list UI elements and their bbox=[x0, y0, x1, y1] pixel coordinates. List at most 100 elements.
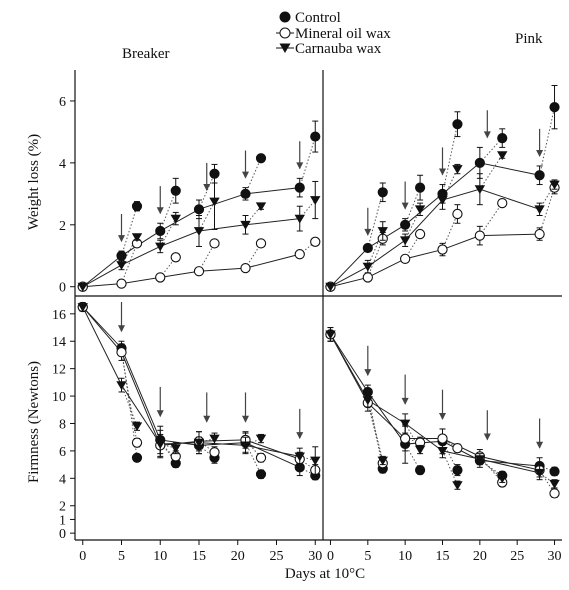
transfer-point-carnauba bbox=[414, 205, 426, 215]
transfer-point-mineral bbox=[170, 252, 181, 263]
arrow-head bbox=[118, 235, 125, 243]
transfer-line bbox=[539, 465, 555, 472]
transfer-line bbox=[159, 190, 177, 232]
transfer-point-carnauba bbox=[377, 456, 388, 466]
arrow-head bbox=[483, 433, 491, 441]
x-tick-label: 5 bbox=[118, 549, 125, 564]
transfer-point-mineral bbox=[209, 238, 220, 249]
y-axis-label-weight: Weight loss (%) bbox=[26, 134, 42, 230]
transfer-point-mineral bbox=[131, 437, 143, 448]
transfer-point-mineral bbox=[549, 488, 560, 499]
transfer-point-control bbox=[414, 464, 426, 476]
transfer-line bbox=[442, 450, 458, 486]
data-point-carnauba bbox=[362, 262, 374, 272]
arrow-head bbox=[401, 397, 409, 405]
transfer-point-control bbox=[549, 102, 560, 113]
y-tick-label: 4 bbox=[59, 472, 66, 487]
data-point-carnauba bbox=[240, 220, 251, 230]
data-point-mineral bbox=[240, 262, 251, 274]
transfer-line bbox=[245, 438, 262, 446]
arrow-head bbox=[242, 415, 249, 423]
data-point-control bbox=[116, 250, 127, 261]
transfer-point-control bbox=[452, 464, 463, 476]
y-tick-label: 6 bbox=[59, 95, 66, 110]
arrow-head bbox=[156, 410, 164, 418]
panel-weight-breaker: 0 2 4 6 bbox=[59, 70, 323, 297]
data-point-carnauba bbox=[534, 205, 545, 215]
data-point-mineral bbox=[362, 272, 373, 283]
series-line-carnauba bbox=[330, 188, 540, 288]
arrow-head bbox=[156, 207, 164, 215]
data-point-carnauba bbox=[116, 261, 127, 270]
legend-marker-control bbox=[279, 11, 291, 23]
transfer-line bbox=[121, 206, 138, 256]
y-tick-label: 10 bbox=[52, 390, 66, 405]
transfer-point-control bbox=[131, 201, 143, 212]
transfer-line bbox=[539, 107, 556, 176]
y-tick-label: 14 bbox=[52, 335, 66, 350]
legend-label-control: Control bbox=[295, 10, 341, 26]
transfer-point-mineral bbox=[255, 452, 267, 463]
data-point-mineral bbox=[155, 272, 166, 283]
series-line-carnauba bbox=[82, 218, 300, 288]
x-tick-label: 15 bbox=[436, 549, 450, 564]
transfer-point-carnauba bbox=[452, 481, 463, 491]
transfer-point-carnauba bbox=[209, 434, 220, 444]
data-point-carnauba bbox=[240, 441, 251, 451]
transfer-point-control bbox=[377, 187, 388, 198]
data-point-carnauba bbox=[116, 381, 127, 391]
data-point-carnauba bbox=[325, 282, 336, 292]
transfer-point-control bbox=[131, 452, 143, 463]
transfer-point-carnauba bbox=[209, 197, 220, 207]
data-point-carnauba bbox=[474, 455, 486, 465]
x-tick-label: 25 bbox=[510, 549, 524, 564]
data-point-mineral bbox=[294, 249, 305, 260]
data-point-carnauba bbox=[155, 242, 166, 252]
arrow-head bbox=[483, 131, 491, 139]
transfer-point-mineral bbox=[414, 228, 426, 240]
transfer-line bbox=[245, 158, 262, 195]
panel-firmness-pink: 0 5 10 15 20 25 30 bbox=[322, 296, 562, 564]
transfer-point-carnauba bbox=[414, 445, 426, 455]
transfer-point-carnauba bbox=[497, 474, 508, 484]
transfer-line bbox=[367, 402, 384, 464]
transfer-point-carnauba bbox=[310, 196, 321, 205]
data-point-carnauba bbox=[437, 446, 448, 456]
arrow-head bbox=[364, 228, 372, 236]
transfer-point-control bbox=[497, 133, 508, 144]
transfer-point-mineral bbox=[452, 443, 463, 454]
legend-item-carnauba: Carnauba wax bbox=[276, 41, 382, 57]
data-point-carnauba bbox=[193, 438, 205, 448]
transfer-point-control bbox=[549, 466, 560, 477]
series-line-carnauba bbox=[330, 334, 540, 474]
data-point-carnauba bbox=[294, 452, 305, 462]
y-tick-label: 6 bbox=[59, 445, 66, 460]
transfer-line bbox=[245, 442, 262, 475]
transfer-point-control bbox=[170, 185, 181, 196]
data-point-mineral bbox=[400, 433, 411, 444]
arrow-head bbox=[203, 184, 211, 192]
transfer-point-carnauba bbox=[452, 165, 463, 175]
data-point-control bbox=[474, 157, 485, 168]
transfer-line bbox=[367, 391, 384, 469]
data-point-mineral bbox=[437, 433, 448, 444]
panel-title-breaker: Breaker bbox=[122, 46, 169, 62]
transfer-point-control bbox=[414, 182, 426, 193]
legend: Control Mineral oil wax Carnauba wax bbox=[276, 10, 391, 57]
transfer-line bbox=[121, 243, 138, 284]
series-line-mineral bbox=[82, 306, 300, 460]
data-point-carnauba bbox=[77, 282, 88, 292]
y-tick-label: 0 bbox=[59, 527, 66, 542]
data-point-carnauba bbox=[193, 227, 205, 236]
transfer-point-carnauba bbox=[255, 434, 267, 444]
transfer-point-mineral bbox=[497, 197, 508, 209]
data-point-mineral bbox=[474, 230, 485, 241]
x-tick-label: 30 bbox=[308, 549, 322, 564]
x-tick-label: 5 bbox=[364, 549, 371, 564]
data-point-carnauba bbox=[362, 396, 374, 406]
transfer-point-carnauba bbox=[170, 214, 181, 224]
x-tick-label: 0 bbox=[79, 549, 86, 564]
y-tick-label: 8 bbox=[59, 417, 66, 432]
